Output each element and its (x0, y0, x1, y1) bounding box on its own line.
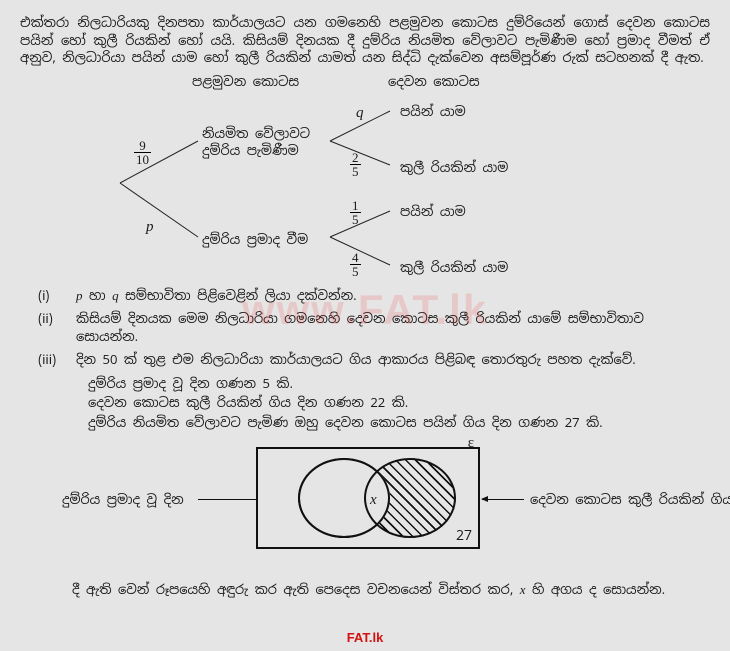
part-i-label: (i) (38, 287, 66, 305)
venn-outer-count: 27 (456, 527, 472, 546)
venn-right-arrow (482, 499, 524, 500)
venn-left-label: දුම්රිය ප්‍රමාද වූ දින (62, 491, 184, 509)
frac-num: 4 (350, 251, 361, 265)
part-i-text: p හා q සම්භාවිතා පිළිවෙළින් ලියා දක්වන්න… (76, 287, 357, 305)
leaf-walk-2: පයින් යාම (400, 203, 466, 221)
venn-circle-right (364, 458, 456, 538)
question-intro: එක්තරා නිලධාරියකු දිනපතා කාර්යාලයට යන ගම… (20, 14, 710, 67)
frac-den: 5 (350, 265, 361, 278)
frac-den: 10 (134, 153, 151, 166)
sub-parts: (i) p හා q සම්භාවිතා පිළිවෙළින් ලියා දක්… (20, 287, 710, 432)
part-iii-label: (iii) (38, 351, 66, 369)
part-iii: (iii) දින 50 ක් තුළ එම නිලධාරියා කාර්යාල… (20, 351, 710, 369)
part-i: (i) p හා q සම්භාවිතා පිළිවෙළින් ලියා දක්… (20, 287, 710, 305)
node-on-time: නියමිත වේලාවටදුම්රිය පැමිණීම (202, 125, 310, 160)
part-ii: (ii) කිසියම් දිනයක මෙම නිලධාරියා ගමනෙහි … (20, 310, 710, 345)
footer-link: FAT.lk (347, 629, 384, 647)
tree-lines (20, 73, 710, 283)
venn-epsilon: ε (468, 433, 474, 453)
probability-tree: පළමුවන කොටස දෙවන කොටස 910 p නියමිත වේලාව… (20, 73, 710, 283)
node-late: දුම්රිය ප්‍රමාද වීම (202, 231, 308, 249)
venn-diagram: දුම්රිය ප්‍රමාද වූ දින ε x 27 දෙවන කොටස … (20, 443, 710, 563)
part-ii-text: කිසියම් දිනයක මෙම නිලධාරියා ගමනෙහි දෙවන … (76, 310, 710, 345)
frac-den: 5 (350, 165, 361, 178)
part-iii-text: දින 50 ක් තුළ එම නිලධාරියා කාර්යාලයට ගිය… (76, 351, 636, 369)
leaf-taxi-1: කුලී රියකින් යාම (400, 159, 508, 177)
prob-q: q (356, 103, 364, 123)
part-ii-label: (ii) (38, 310, 66, 345)
prob-on-time: 910 (134, 139, 151, 166)
venn-box: ε x 27 (256, 447, 480, 549)
part-iii-details: දුම්රිය ප්‍රමාද වූ දින ගණන 5 කි. දෙවන කො… (20, 375, 710, 432)
iii-line-1: දුම්රිය ප්‍රමාද වූ දින ගණන 5 කි. (88, 375, 710, 393)
prob-taxi-top: 25 (350, 151, 361, 178)
iii-line-2: දෙවන කොටස කුලී රියකින් ගිය දින ගණන 22 කි… (88, 394, 710, 412)
venn-right-label: දෙවන කොටස කුලී රියකින් ගිය දින (530, 491, 730, 509)
frac-num: 1 (350, 199, 361, 213)
prob-taxi-bot: 45 (350, 251, 361, 278)
leaf-walk-1: පයින් යාම (400, 103, 466, 121)
final-instruction: දී ඇති වෙන් රූපයෙහි අඳුරු කර ඇති පෙදෙස ව… (20, 581, 710, 599)
prob-walk-bot: 15 (350, 199, 361, 226)
frac-num: 2 (350, 151, 361, 165)
iii-line-3: දුම්රිය නියමිත වේලාවට පැමිණ ඔහු දෙවන කොට… (88, 414, 710, 432)
prob-late-p: p (146, 217, 154, 237)
venn-x: x (370, 490, 377, 510)
leaf-taxi-2: කුලී රියකින් යාම (400, 259, 508, 277)
frac-den: 5 (350, 213, 361, 226)
frac-num: 9 (134, 139, 151, 153)
